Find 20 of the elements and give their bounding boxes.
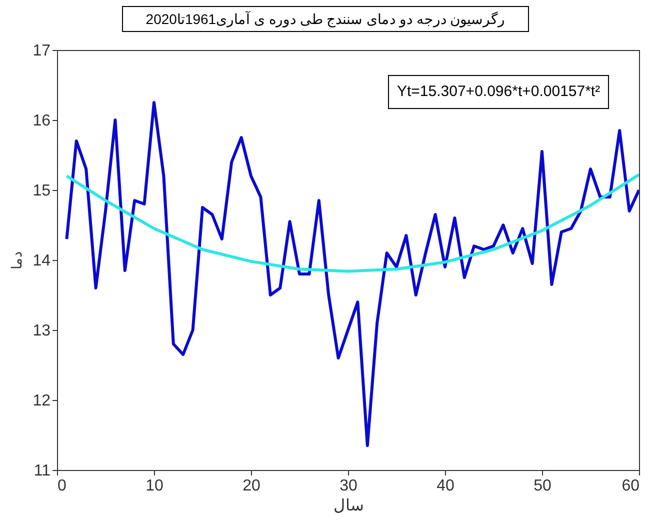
y-tick-label: 11 bbox=[34, 462, 51, 480]
y-tick-label: 14 bbox=[32, 252, 51, 270]
x-tick-label: 30 bbox=[340, 478, 358, 494]
line-series bbox=[65, 173, 639, 273]
x-tick-label: 10 bbox=[146, 478, 164, 494]
x-axis-title: سال bbox=[334, 498, 364, 514]
x-tick-label: 40 bbox=[436, 478, 454, 494]
annotation: Yt=15.307+0.096*t+0.00157*t² bbox=[388, 75, 610, 109]
chart-title: رگرسیون درجه دو دمای سنندج طی دوره ی آماری1961تا2020 bbox=[122, 6, 529, 32]
y-tick-label: 12 bbox=[32, 392, 51, 410]
line-series bbox=[65, 101, 639, 447]
y-tick-label: 16 bbox=[32, 112, 51, 130]
x-tick-label: 20 bbox=[242, 478, 260, 494]
x-tick-label: 0 bbox=[58, 478, 66, 494]
y-tick-label: 13 bbox=[32, 322, 51, 340]
y-tick-label: 15 bbox=[32, 182, 51, 200]
y-axis-title: دما bbox=[8, 252, 25, 270]
y-tick-label: 17 bbox=[32, 42, 51, 60]
x-tick-label: 50 bbox=[534, 478, 552, 494]
x-tick-label: 60 bbox=[622, 478, 640, 494]
